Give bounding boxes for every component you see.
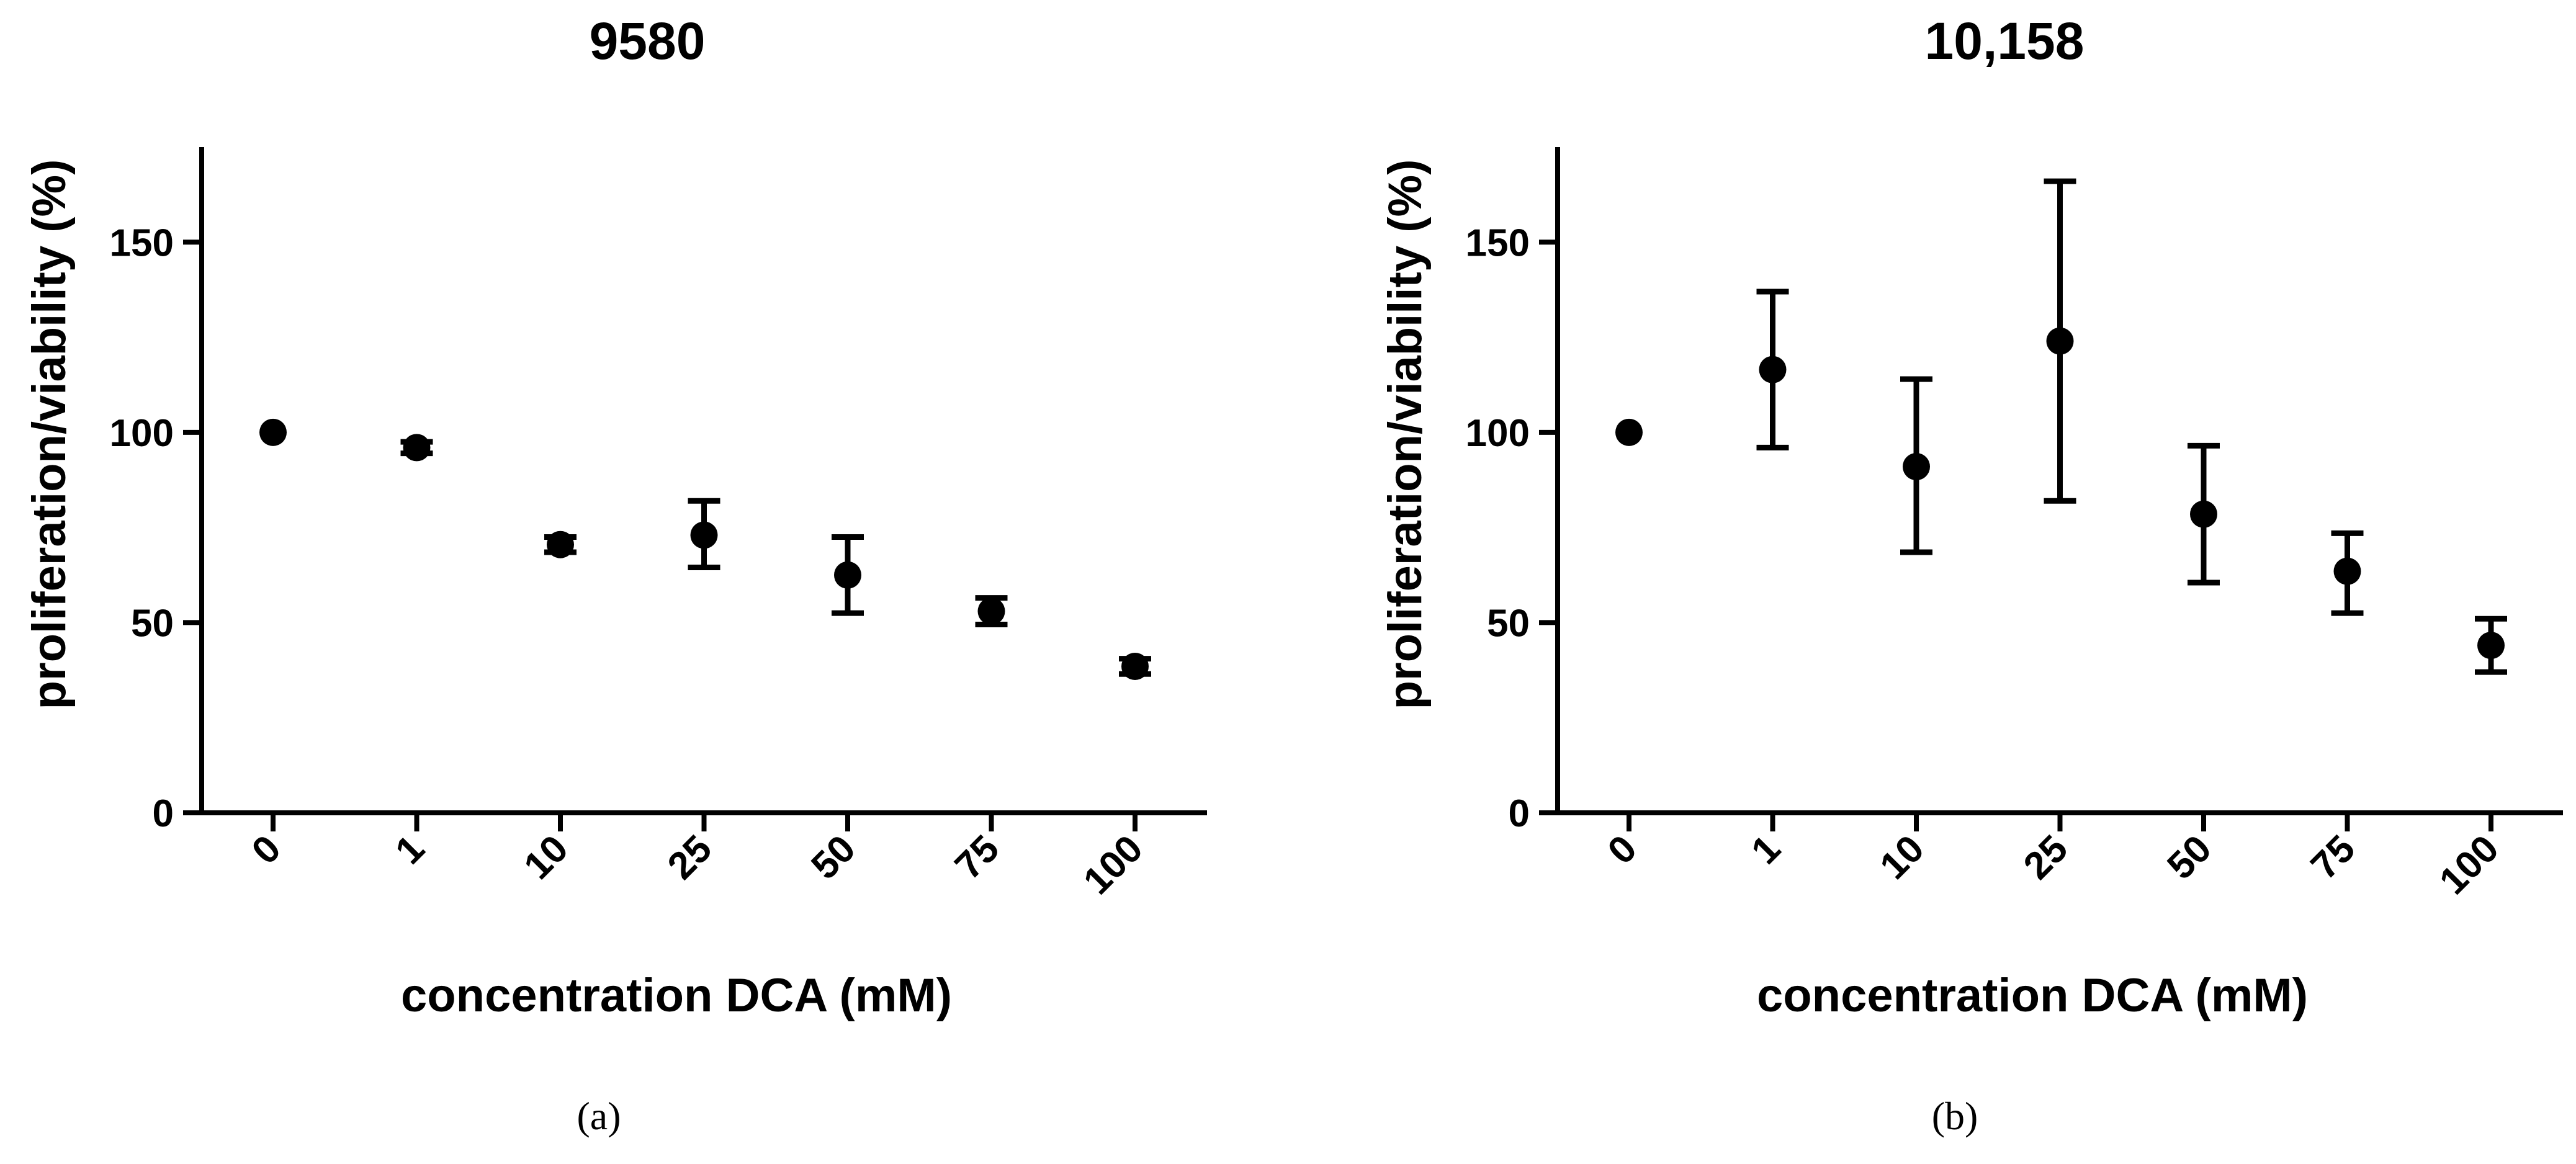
x-axis-label: concentration DCA (mM)	[401, 969, 952, 1022]
plot-area: 0 50 100 150 0 1 10 25 50 75 100	[1466, 147, 2563, 903]
data-point	[403, 434, 431, 462]
x-axis-label: concentration DCA (mM)	[1757, 969, 2308, 1022]
x-tick-label: 100	[1075, 827, 1151, 903]
data-point	[977, 598, 1005, 625]
plot-area: 0 50 100 150 0 1 10 25 50 75 100	[110, 147, 1207, 903]
data-point	[834, 561, 861, 589]
panel-caption: (a)	[577, 1094, 621, 1138]
data-point	[547, 531, 574, 558]
data-point	[1121, 652, 1149, 680]
data-point	[2046, 327, 2074, 355]
y-tick-label: 50	[1487, 602, 1530, 645]
y-tick-label: 0	[153, 792, 174, 835]
x-tick-label: 50	[803, 827, 864, 888]
data-point	[1615, 418, 1643, 446]
data-point	[2190, 500, 2217, 528]
x-tick-label: 25	[660, 827, 720, 888]
panel-caption: (b)	[1932, 1094, 1978, 1138]
data-point	[259, 418, 287, 446]
y-tick-label: 0	[1509, 792, 1530, 835]
data-point	[1759, 356, 1787, 383]
chart-panel-a: 9580 proliferation/viability (%) concent…	[23, 12, 1207, 1138]
x-tick-label: 75	[2303, 827, 2364, 888]
data-point	[690, 521, 718, 549]
chart-title: 9580	[590, 12, 706, 70]
x-tick-label: 0	[244, 827, 289, 872]
x-tick-label: 1	[1743, 827, 1788, 872]
data-point	[1903, 453, 1930, 481]
chart-title: 10,158	[1925, 12, 2085, 70]
x-tick-label: 10	[516, 827, 577, 888]
y-tick-label: 150	[110, 222, 174, 264]
y-tick-label: 100	[110, 412, 174, 455]
x-tick-label: 10	[1872, 827, 1932, 888]
y-axis-label: proliferation/viability (%)	[1379, 159, 1432, 710]
x-tick-label: 100	[2431, 827, 2507, 903]
y-tick-label: 50	[131, 602, 174, 645]
x-tick-label: 0	[1600, 827, 1645, 872]
chart-panel-b: 10,158 proliferation/viability (%) conce…	[1379, 12, 2563, 1138]
data-point	[2333, 557, 2361, 585]
x-tick-label: 25	[2016, 827, 2076, 888]
data-point	[2477, 632, 2505, 660]
y-axis-label: proliferation/viability (%)	[23, 159, 76, 710]
y-tick-label: 100	[1466, 412, 1530, 455]
x-tick-label: 1	[387, 827, 433, 872]
x-tick-label: 75	[947, 827, 1008, 888]
x-tick-label: 50	[2159, 827, 2220, 888]
y-tick-label: 150	[1466, 222, 1530, 264]
